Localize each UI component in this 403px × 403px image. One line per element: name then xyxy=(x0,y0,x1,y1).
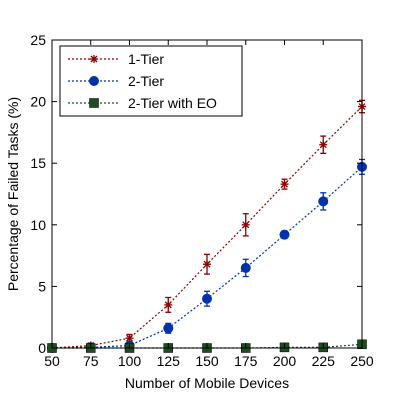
x-tick-label: 175 xyxy=(234,353,258,369)
data-point xyxy=(164,301,172,309)
legend-entry: 2-Tier xyxy=(128,73,164,89)
y-tick-label: 20 xyxy=(30,94,46,110)
data-point xyxy=(126,334,133,342)
x-tick-label: 200 xyxy=(273,353,297,369)
data-point xyxy=(203,260,211,268)
axis-ticks: 50 75 100 125 150 175 200 225 250 0 5 10 15 20 25 xyxy=(30,32,373,369)
data-point xyxy=(163,323,174,334)
y-tick-label: 0 xyxy=(38,340,46,356)
chart-marks xyxy=(47,99,367,353)
series-1 xyxy=(48,99,366,352)
data-point xyxy=(242,221,250,229)
data-point xyxy=(279,229,290,240)
legend-entry: 1-Tier xyxy=(128,51,164,67)
y-tick-label: 5 xyxy=(38,278,46,294)
legend-marker xyxy=(89,98,99,108)
legend-marker xyxy=(89,76,99,86)
y-tick-label: 25 xyxy=(30,32,46,48)
y-tick-label: 15 xyxy=(30,155,46,171)
x-tick-label: 225 xyxy=(312,353,336,369)
data-point xyxy=(318,196,329,207)
legend-entry: 2-Tier with EO xyxy=(128,95,217,111)
series-line xyxy=(51,106,363,349)
data-point xyxy=(240,262,251,273)
y-axis-label: Percentage of Failed Tasks (%) xyxy=(5,97,21,291)
x-tick-label: 100 xyxy=(118,353,142,369)
y-tick-label: 10 xyxy=(30,217,46,233)
x-axis-label: Number of Mobile Devices xyxy=(125,375,289,391)
x-tick-label: 50 xyxy=(44,353,60,369)
x-tick-label: 250 xyxy=(350,353,374,369)
data-point xyxy=(202,293,212,304)
legend-marker xyxy=(90,55,98,63)
x-tick-label: 75 xyxy=(83,353,99,369)
data-point xyxy=(281,180,288,188)
legend: 1-Tier 2-Tier 2-Tier with EO xyxy=(59,45,243,117)
data-point xyxy=(319,141,327,149)
x-tick-label: 150 xyxy=(195,353,219,369)
x-tick-label: 125 xyxy=(157,353,181,369)
